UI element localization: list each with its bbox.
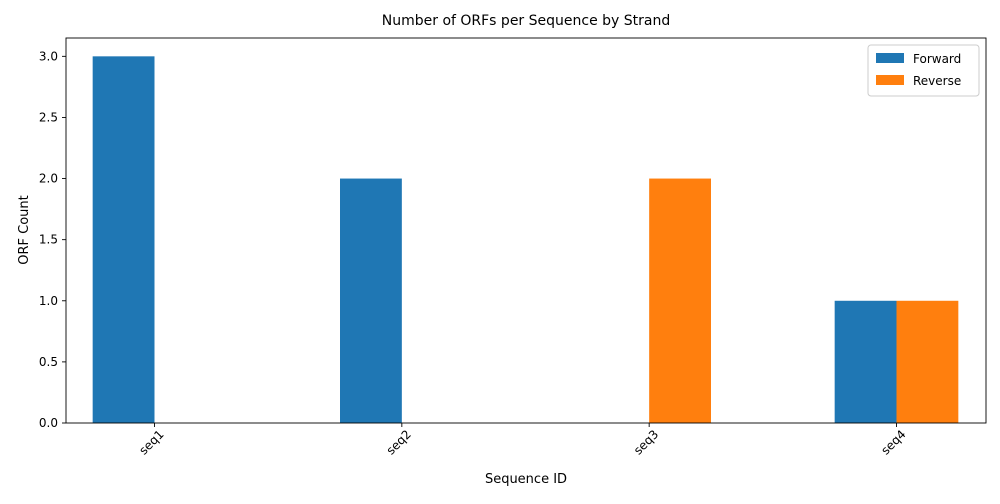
x-tick-label-seq1: seq1: [136, 427, 166, 457]
legend-swatch-reverse: [876, 75, 904, 85]
y-tick-label: 0.5: [39, 355, 58, 369]
plot-frame: [65, 37, 987, 424]
x-axis: seq1 seq2 seq3 seq4: [136, 423, 909, 458]
y-tick-label: 1.0: [39, 294, 58, 308]
bars-group: [92, 56, 959, 423]
chart-title: Number of ORFs per Sequence by Strand: [382, 13, 670, 29]
y-tick-label: 1.5: [39, 233, 58, 247]
legend: Forward Reverse: [867, 44, 980, 97]
y-axis: 0.0 0.5 1.0 1.5 2.0 2.5 3.0: [39, 49, 66, 430]
x-tick-label-seq2: seq2: [384, 427, 414, 457]
bar-reverse-seq4: [896, 300, 959, 423]
legend-label-reverse: Reverse: [913, 74, 961, 88]
bar-reverse-seq3: [649, 178, 711, 423]
x-tick-label-seq4: seq4: [878, 427, 908, 457]
legend-swatch-forward: [876, 53, 904, 63]
bar-forward-seq1: [92, 56, 155, 423]
y-tick-label: 2.5: [39, 110, 58, 124]
y-tick-label: 3.0: [39, 49, 58, 63]
bar-forward-seq4: [834, 300, 897, 423]
y-tick-label: 2.0: [39, 172, 58, 186]
bar-forward-seq2: [340, 178, 402, 423]
x-axis-label: Sequence ID: [485, 472, 567, 487]
x-tick-label-seq3: seq3: [631, 427, 661, 457]
legend-label-forward: Forward: [913, 52, 961, 66]
y-axis-label: ORF Count: [17, 195, 32, 264]
y-tick-label: 0.0: [39, 416, 58, 430]
